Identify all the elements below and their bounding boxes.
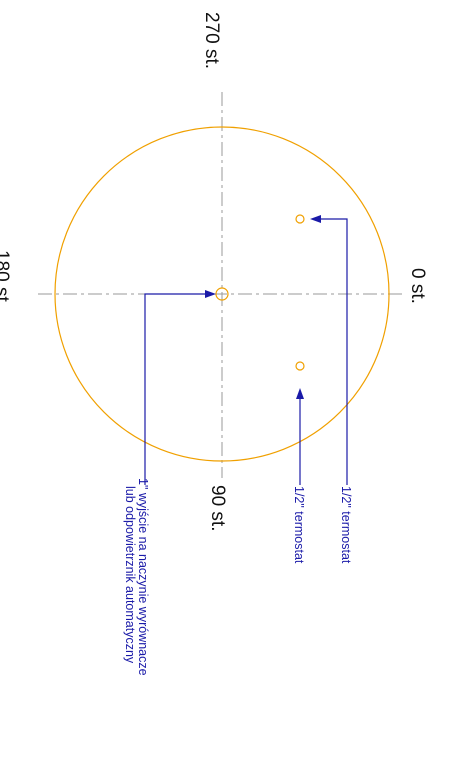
thermostat-hole-top [295, 214, 305, 224]
angle-label-0: 0 st. [407, 268, 428, 304]
angle-label-180: 180 st. [0, 250, 12, 307]
thermostat-bottom-label: 1/2" termostat [292, 486, 306, 564]
thermostat-top-label: 1/2" termostat [339, 486, 353, 564]
leader-thermostat-bottom [296, 388, 304, 485]
leader-outlet [144, 290, 216, 485]
angle-label-270: 270 st. [201, 12, 222, 69]
leader-thermostat-top [310, 215, 348, 485]
flange-circle [54, 126, 390, 462]
outlet-label-line1: 1" wyjście na naczynie wyrównacze [136, 478, 150, 676]
outlet-label-line2: lub odpowietrznik automatyczny [123, 486, 137, 664]
angle-label-90: 90 st. [207, 485, 228, 531]
thermostat-hole-bottom [295, 361, 305, 371]
